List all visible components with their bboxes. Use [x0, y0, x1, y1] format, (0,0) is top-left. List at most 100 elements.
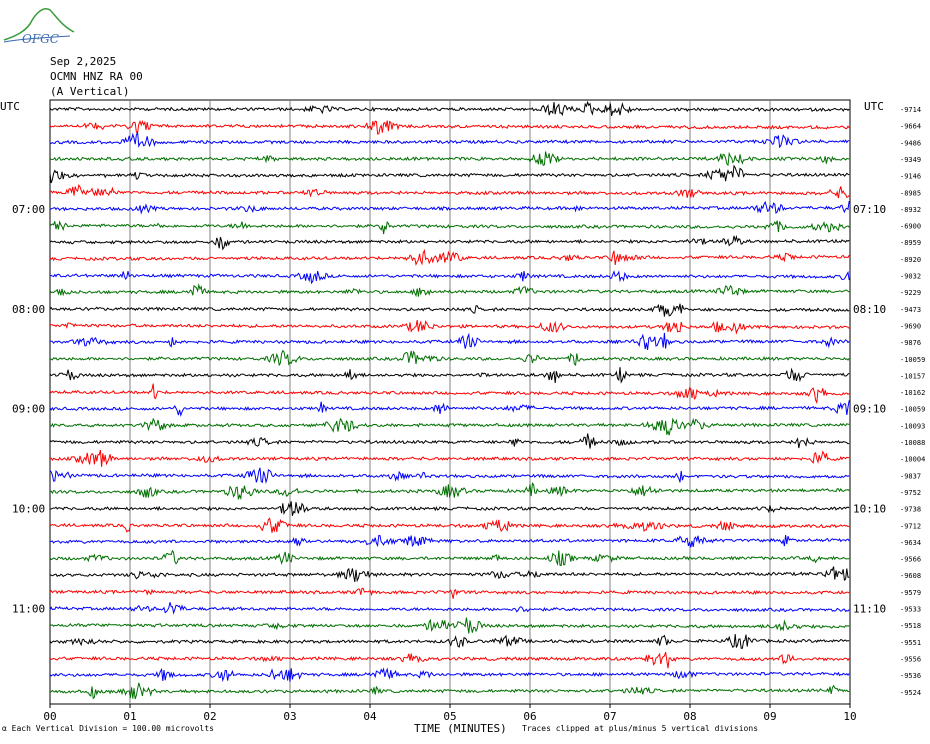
right-hour-label: 07:10: [853, 203, 886, 216]
logo-text: OFGC: [22, 32, 59, 46]
trace-line: [49, 349, 850, 367]
trace-offset-label: -10088: [900, 439, 925, 447]
trace-line: [49, 303, 850, 317]
chart-component: (A Vertical): [50, 85, 130, 98]
x-tick-label: 09: [763, 710, 776, 723]
trace-line: [49, 400, 850, 417]
trace-offset-label: -9837: [900, 472, 921, 480]
chart-date: Sep 2,2025: [50, 55, 117, 68]
trace-offset-label: -9664: [900, 123, 921, 131]
trace-line: [49, 220, 850, 235]
trace-line: [49, 234, 850, 251]
trace-offset-label: -9556: [900, 655, 921, 663]
left-hour-label: 11:00: [12, 603, 45, 616]
ofgc-logo: OFGC: [3, 8, 75, 46]
chart-header: Sep 2,2025 OCMN HNZ RA 00 (A Vertical): [50, 54, 143, 99]
trace-offset-label: -9712: [900, 522, 921, 530]
trace-offset-label: -8920: [900, 256, 921, 264]
trace-line: [49, 100, 850, 117]
trace-line: [49, 183, 850, 199]
trace-offset-label: -9473: [900, 306, 921, 314]
trace-line: [49, 119, 850, 135]
x-tick-label: 05: [443, 710, 456, 723]
trace-offset-label: -9876: [900, 339, 921, 347]
trace-offset-label: -9146: [900, 173, 921, 181]
x-tick-label: 04: [363, 710, 377, 723]
trace-line: [49, 534, 850, 548]
x-axis-label: TIME (MINUTES): [414, 722, 507, 735]
label-group: 00 01 02 03 04 05 06 07 08 09 10 -9714 -9664 -9486 -93…: [12, 106, 925, 723]
trace-offset-label: -9524: [900, 689, 921, 697]
trace-offset-label: -9579: [900, 589, 921, 597]
trace-offset-label: -9486: [900, 139, 921, 147]
x-tick-label: 08: [683, 710, 696, 723]
trace-offset-label: -8985: [900, 189, 921, 197]
trace-offset-label: -6900: [900, 223, 921, 231]
trace-offset-label: -10004: [900, 456, 925, 464]
trace-offset-label: -10157: [900, 372, 925, 380]
trace-offset-label: -9634: [900, 539, 921, 547]
trace-offset-label: -10059: [900, 406, 925, 414]
footnote-left: α Each Vertical Division = 100.00 microv…: [2, 724, 214, 733]
left-hour-label: 10:00: [12, 503, 45, 516]
x-tick-label: 00: [43, 710, 56, 723]
left-utc-label: UTC: [0, 100, 20, 113]
trace-line: [49, 200, 850, 215]
trace-line: [49, 417, 850, 436]
trace-line: [49, 651, 850, 669]
right-hour-label: 11:10: [853, 603, 886, 616]
trace-line: [49, 667, 850, 683]
left-hour-label: 07:00: [12, 203, 45, 216]
trace-offset-label: -9714: [900, 106, 921, 114]
trace-offset-label: -9738: [900, 506, 921, 514]
left-hour-label: 08:00: [12, 303, 45, 316]
x-tick-label: 01: [123, 710, 136, 723]
trace-line: [49, 367, 850, 384]
trace-line: [49, 164, 850, 184]
x-tick-label: 03: [283, 710, 296, 723]
footnote-scale-text: Each Vertical Division = 100.00 microvol…: [11, 724, 214, 733]
trace-line: [49, 501, 850, 516]
right-hour-label: 10:10: [853, 503, 886, 516]
trace-offset-label: -9566: [900, 556, 921, 564]
trace-line: [49, 587, 850, 599]
trace-line: [49, 248, 850, 267]
trace-line: [49, 283, 850, 298]
trace-line: [49, 131, 850, 149]
trace-offset-label: -9536: [900, 672, 921, 680]
trace-line: [49, 270, 850, 285]
trace-offset-label: -9349: [900, 156, 921, 164]
trace-offset-label: -9752: [900, 489, 921, 497]
trace-offset-label: -8932: [900, 206, 921, 214]
trace-line: [49, 433, 850, 449]
footnote-mark: α: [2, 724, 7, 733]
trace-offset-label: -10162: [900, 389, 925, 397]
trace-line: [49, 617, 850, 634]
trace-line: [49, 319, 850, 335]
trace-offset-label: -10093: [900, 422, 925, 430]
trace-offset-label: -9229: [900, 289, 921, 297]
trace-offset-label: -9608: [900, 572, 921, 580]
trace-offset-label: -9690: [900, 322, 921, 330]
trace-offset-label: -9032: [900, 273, 921, 281]
footnote-right: Traces clipped at plus/minus 5 vertical …: [522, 724, 759, 733]
trace-line: [49, 517, 850, 533]
x-tick-label: 06: [523, 710, 536, 723]
right-hour-label: 08:10: [853, 303, 886, 316]
trace-offset-label: -9533: [900, 606, 921, 614]
right-hour-label: 09:10: [853, 403, 886, 416]
chart-station: OCMN HNZ RA 00: [50, 70, 143, 83]
right-utc-label: UTC: [864, 100, 884, 113]
trace-line: [49, 602, 850, 615]
trace-group: [49, 100, 850, 700]
x-tick-label: 02: [203, 710, 216, 723]
trace-line: [49, 151, 850, 167]
plot-grid: [49, 99, 851, 708]
x-tick-label: 07: [603, 710, 616, 723]
trace-line: [49, 449, 850, 467]
trace-line: [49, 549, 850, 567]
left-hour-label: 09:00: [12, 403, 45, 416]
trace-line: [49, 482, 850, 501]
trace-offset-label: -9518: [900, 622, 921, 630]
